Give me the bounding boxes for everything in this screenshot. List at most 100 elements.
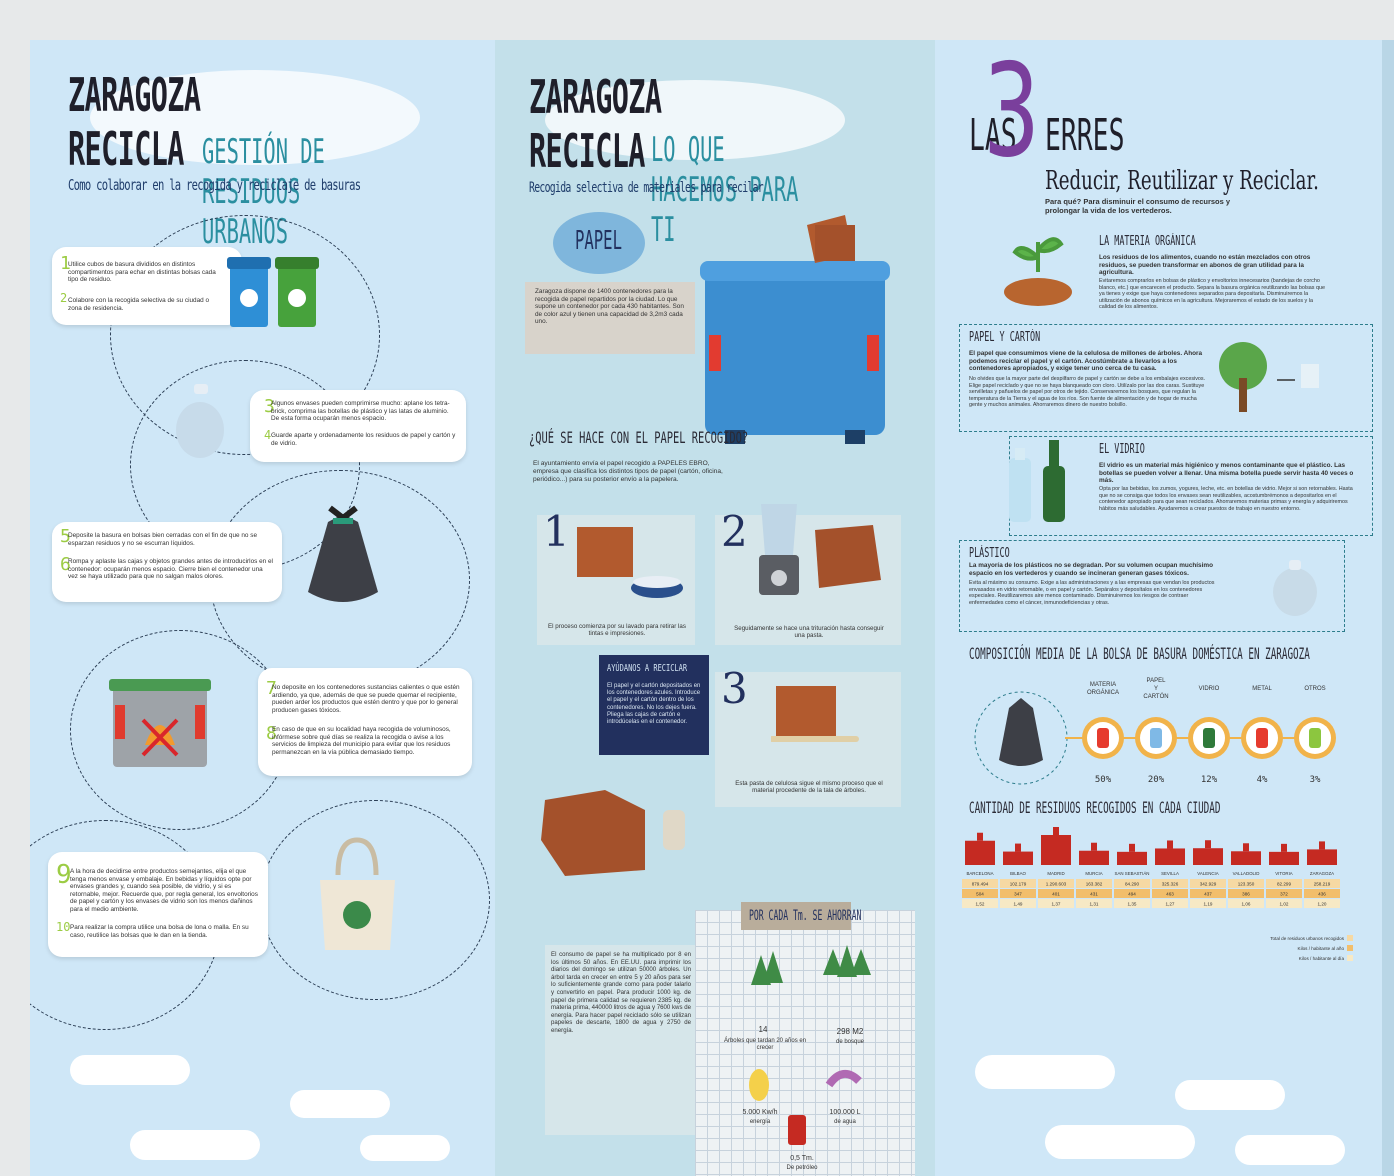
title-las: LAS [969,110,1017,161]
composition-item-icon [1097,728,1109,748]
savings-text: El consumo de papel se ha multiplicado p… [551,951,691,1034]
city-silhouette [965,840,995,865]
plastico-section-box [959,540,1345,632]
cities-chart: BARCELONA 879.494 504 1,52 BILBAO 102.179 347 1… [962,827,1340,908]
section-head: LA MATERIA ORGÁNICA [1099,234,1196,249]
legend-swatch [1347,945,1353,951]
city-value: 342.929 [1200,882,1217,887]
composition-label: Y [1154,686,1158,692]
tip-number: 2 [60,291,68,305]
box-character-icon [541,790,685,876]
step-caption: El proceso comienza por su lavado para r… [548,623,686,638]
city-value: 163.382 [1086,882,1103,887]
tip-card-7: 7 No deposite en los contenedores sustan… [258,668,472,776]
city-value: 1,19 [1204,902,1213,907]
legend-label: Kilos / habitante al año [1297,945,1344,951]
city-value: 347 [1014,892,1022,897]
tip-text: Para realizar la compra utilice una bols… [70,924,249,939]
composition-label: CARTÓN [1143,693,1168,700]
city-value: 1,31 [1090,902,1099,907]
cloth-bag-icon [320,837,395,950]
composition-label: VIDRIO [1199,686,1220,692]
saving-label: de bosque [835,1039,865,1045]
city-tower [1319,841,1325,850]
legend-label: Kilos / habitante al día [1298,955,1344,961]
section-body: Opta por las bebidas, los zumos, yogures… [1099,486,1353,512]
saving-value: 14 [758,1025,768,1034]
city-cell [1266,879,1302,888]
composition-value: 4% [1257,775,1268,785]
crushed-bottle-icon [176,384,224,458]
plant-soil-icon [1004,237,1072,306]
cloud-decoration [290,1090,390,1118]
city-name: VITORIA [1275,871,1293,876]
container-note-text: Zaragoza dispone de 1400 contenedores pa… [535,288,684,326]
step-number: 2 [721,507,748,556]
panel2-subtitle: LO QUE HACEMOS PARA TI [651,130,799,250]
tip-number: 6 [60,554,71,575]
city-cell [1000,899,1036,908]
city-tower [1053,827,1059,835]
blender-icon [759,504,881,595]
city-silhouette [1193,848,1223,865]
city-tower [977,832,983,841]
composition-label: METAL [1252,686,1272,692]
tip-text: Colabore con la recogida selectiva de su… [68,297,210,312]
composition-item-icon [1203,728,1215,748]
glass-bottles-icon [1009,440,1065,522]
city-value: 123.350 [1238,882,1255,887]
city-value: 1.290.603 [1046,882,1067,887]
legend-item: Kilos / habitante al día [1213,953,1353,963]
city-value: 1,27 [1166,902,1175,907]
city-name: BILBAO [1010,871,1026,876]
city-cell [962,899,998,908]
city-cell [1266,899,1302,908]
composition-value: 12% [1201,775,1218,785]
city-tower [1281,843,1287,852]
city-cell [1038,889,1074,898]
title-erres: ERRES [1045,110,1125,161]
city-value: 1,37 [1052,902,1061,907]
tip-number: 8 [266,723,277,744]
cloud-decoration [360,1135,450,1161]
city-cell [1114,899,1150,908]
section-lead: Los residuos de los alimentos, cuando no… [1099,254,1311,276]
step-number: 3 [721,664,748,713]
city-value: 102.179 [1010,882,1027,887]
city-value: 504 [976,892,984,897]
tip-number: 9 [56,860,72,890]
section-lead: La mayoría de los plásticos no se degrad… [969,562,1213,577]
city-tower [1015,843,1021,852]
tip-text: Utilice cubos de basura divididos en dis… [68,261,216,284]
garbage-bag-icon [308,505,378,602]
why-text: Para qué? Para disminuir el consumo de r… [1045,197,1231,215]
composition-label: ORGÁNICA [1087,689,1119,696]
cloud-decoration [1175,1080,1285,1110]
city-value: 437 [1204,892,1212,897]
city-value: 82.299 [1277,882,1291,887]
help-text: El papel y el cartón depositados en los … [607,683,701,726]
section-head: PAPEL Y CARTÓN [969,330,1041,345]
city-value: 372 [1280,892,1288,897]
tip-text: A la hora de decidirse entre productos s… [70,868,258,913]
city-cell [1228,899,1264,908]
cloud-decoration [1045,1125,1195,1159]
saving-value: 5.000 Kw/h [742,1109,778,1116]
tip-card-5: 5 Deposite la basura en bolsas bien cerr… [52,522,282,602]
tip-number: 1 [60,253,71,274]
tip-card-1: 1 Utilice cubos de basura divididos en d… [52,247,242,325]
saving-label: de agua [834,1119,856,1125]
cloud-decoration [130,1130,260,1160]
tip-text: Deposite la basura en bolsas bien cerrad… [68,532,258,547]
tip-number: 5 [60,526,71,547]
tip-number: 3 [264,396,275,417]
step-caption: Seguidamente se hace una trituración has… [734,625,884,640]
city-tower [1091,842,1097,851]
city-cell [1266,889,1302,898]
tip-text: Guarde aparte y ordenadamente los residu… [271,432,456,447]
cities-legend: Total de residuos urbanos recogidos Kilo… [1213,933,1353,963]
city-name: BARCELONA [966,871,993,876]
city-cell [962,879,998,888]
